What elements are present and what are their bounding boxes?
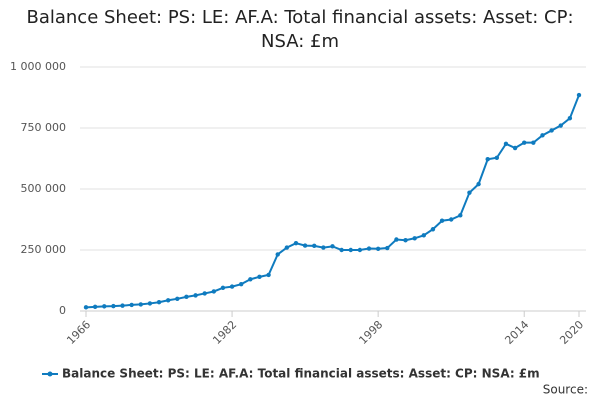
point [458, 213, 463, 218]
x-tick-label: 2020 [557, 318, 586, 347]
point [448, 217, 454, 222]
legend-label: Balance Sheet: PS: LE: AF.A: Total finan… [62, 367, 540, 381]
point [531, 140, 536, 145]
point [302, 243, 308, 248]
point [522, 140, 527, 145]
point [375, 246, 381, 251]
point [348, 247, 353, 253]
point [102, 304, 107, 309]
point [83, 305, 89, 310]
point [184, 294, 189, 300]
point [211, 289, 217, 294]
point [257, 274, 262, 280]
point [403, 238, 408, 243]
point [229, 284, 235, 289]
point [266, 272, 271, 278]
point [494, 155, 500, 160]
point [165, 298, 171, 303]
point [357, 247, 363, 253]
point [284, 245, 290, 250]
legend-marker [47, 371, 53, 377]
point [576, 92, 582, 98]
point [156, 300, 162, 305]
point [549, 128, 554, 133]
point [366, 246, 372, 251]
x-tick-label: 1966 [64, 318, 93, 347]
point [558, 123, 563, 128]
point [485, 157, 490, 162]
point [129, 302, 134, 308]
point [385, 245, 390, 251]
point [147, 301, 153, 306]
point [467, 190, 472, 195]
point [503, 141, 509, 147]
x-tick-label: 2014 [502, 318, 531, 347]
y-tick-label: 750 000 [21, 121, 67, 134]
x-tick-label: 1998 [356, 318, 385, 347]
point [120, 303, 125, 308]
point [394, 237, 399, 242]
point [339, 247, 344, 253]
y-tick-label: 250 000 [21, 243, 67, 256]
point [220, 285, 226, 291]
y-tick-label: 500 000 [21, 182, 67, 195]
x-tick-label: 1982 [210, 318, 239, 347]
point [476, 181, 481, 187]
point [248, 277, 253, 282]
point [512, 145, 518, 151]
chart-title: Balance Sheet: PS: LE: AF.A: Total finan… [26, 7, 574, 52]
point [421, 233, 426, 238]
point [430, 227, 436, 232]
line [85, 94, 580, 309]
point [92, 304, 98, 310]
point [275, 252, 280, 257]
point [412, 236, 417, 241]
point [540, 133, 545, 138]
point [239, 281, 244, 287]
point [330, 244, 335, 249]
point [293, 240, 299, 246]
point [567, 116, 573, 121]
point [193, 293, 198, 298]
source: Source: [543, 383, 588, 397]
point [175, 296, 180, 301]
y-tick-label: 0 [59, 304, 66, 317]
point [312, 243, 317, 249]
point [138, 302, 143, 307]
y-tick-label: 1 000 000 [10, 60, 66, 73]
point [321, 245, 326, 250]
point [202, 291, 207, 296]
point [439, 218, 445, 223]
point [111, 303, 116, 309]
